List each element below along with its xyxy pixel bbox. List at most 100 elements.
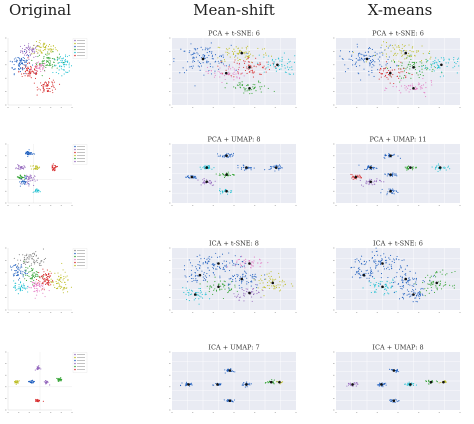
scatter-point xyxy=(225,264,228,266)
scatter-point xyxy=(183,50,185,52)
legend-marker xyxy=(74,353,76,356)
scatter-point xyxy=(400,77,402,79)
scatter-point xyxy=(380,76,382,78)
scatter-point xyxy=(415,295,418,297)
scatter-point xyxy=(239,296,241,298)
scatter-point xyxy=(223,260,225,262)
scatter-point xyxy=(32,50,34,53)
scatter-point xyxy=(291,66,293,68)
scatter-point xyxy=(367,165,369,167)
scatter-point xyxy=(418,296,420,298)
scatter-point xyxy=(391,189,393,192)
scatter-point xyxy=(38,61,40,63)
scatter-point xyxy=(24,181,27,184)
scatter-point xyxy=(405,50,407,52)
scatter-point xyxy=(432,61,434,63)
scatter-point xyxy=(256,287,258,289)
scatter-point xyxy=(27,180,29,182)
legend-marker xyxy=(74,51,76,54)
scatter-point xyxy=(431,289,433,291)
scatter-point xyxy=(23,73,25,75)
scatter-point xyxy=(403,294,405,296)
scatter-point xyxy=(212,384,214,386)
scatter-point xyxy=(211,168,213,170)
scatter-point xyxy=(19,51,22,53)
scatter-point xyxy=(219,256,221,258)
scatter-point xyxy=(26,54,28,56)
scatter-point xyxy=(35,254,37,256)
scatter-point xyxy=(219,47,221,49)
scatter-point xyxy=(357,273,359,275)
scatter-point xyxy=(248,64,250,66)
scatter-point xyxy=(31,49,33,51)
scatter-point xyxy=(227,51,229,53)
cluster-0 xyxy=(388,368,400,374)
scatter-point xyxy=(195,49,197,51)
scatter-point xyxy=(211,184,213,186)
scatter-point xyxy=(225,265,227,267)
scatter-point xyxy=(214,276,216,278)
scatter-point xyxy=(34,283,36,285)
scatter-point xyxy=(392,74,394,76)
scatter-point xyxy=(396,175,398,177)
scatter-point xyxy=(217,65,219,67)
x-tick xyxy=(50,107,52,108)
scatter-point xyxy=(250,267,252,269)
scatter-point xyxy=(436,67,438,69)
scatter-point xyxy=(382,41,385,43)
scatter-point xyxy=(378,60,381,62)
scatter-point xyxy=(415,279,417,281)
scatter-point xyxy=(195,292,197,294)
scatter-point xyxy=(245,262,247,264)
cluster-1 xyxy=(31,39,59,55)
scatter-point xyxy=(58,73,60,75)
scatter-point xyxy=(185,381,188,383)
scatter-point xyxy=(367,272,369,274)
scatter-point xyxy=(43,60,45,62)
scatter-point xyxy=(388,155,390,157)
scatter-point xyxy=(257,262,259,264)
legend-marker xyxy=(74,154,76,157)
scatter-point xyxy=(421,293,423,295)
scatter-point xyxy=(413,61,415,63)
scatter-point xyxy=(253,71,256,73)
scatter-point xyxy=(250,70,252,72)
scatter-point xyxy=(279,60,281,62)
scatter-point xyxy=(383,288,386,290)
scatter-point xyxy=(413,63,415,66)
legend-marker xyxy=(74,160,76,163)
scatter-point xyxy=(375,284,377,286)
scatter-point xyxy=(35,261,37,263)
scatter-point xyxy=(360,59,362,61)
scatter-point xyxy=(395,370,397,372)
scatter-point xyxy=(432,275,435,277)
cluster-center xyxy=(205,166,209,169)
cluster-center xyxy=(381,285,384,289)
scatter-point xyxy=(407,283,409,285)
scatter-point xyxy=(401,285,403,287)
scatter-point xyxy=(403,45,405,47)
scatter-point xyxy=(374,54,377,56)
scatter-point xyxy=(280,68,282,70)
scatter-point xyxy=(180,48,182,50)
scatter-point xyxy=(42,292,44,294)
scatter-point xyxy=(35,251,37,253)
scatter-point xyxy=(68,62,70,64)
scatter-point xyxy=(24,166,26,168)
scatter-point xyxy=(414,292,416,294)
scatter-point xyxy=(436,381,439,383)
scatter-point xyxy=(228,66,230,68)
scatter-point xyxy=(433,63,435,65)
scatter-point xyxy=(393,61,395,63)
scatter-point xyxy=(21,48,24,50)
scatter-point xyxy=(37,275,39,277)
cluster-6 xyxy=(197,178,216,186)
scatter-point xyxy=(212,272,215,274)
scatter-point xyxy=(23,177,25,179)
scatter-point xyxy=(26,287,28,289)
scatter-point xyxy=(250,263,252,265)
scatter-point xyxy=(342,58,344,60)
scatter-point xyxy=(369,60,372,62)
scatter-point xyxy=(65,60,67,62)
scatter-point xyxy=(22,179,24,181)
